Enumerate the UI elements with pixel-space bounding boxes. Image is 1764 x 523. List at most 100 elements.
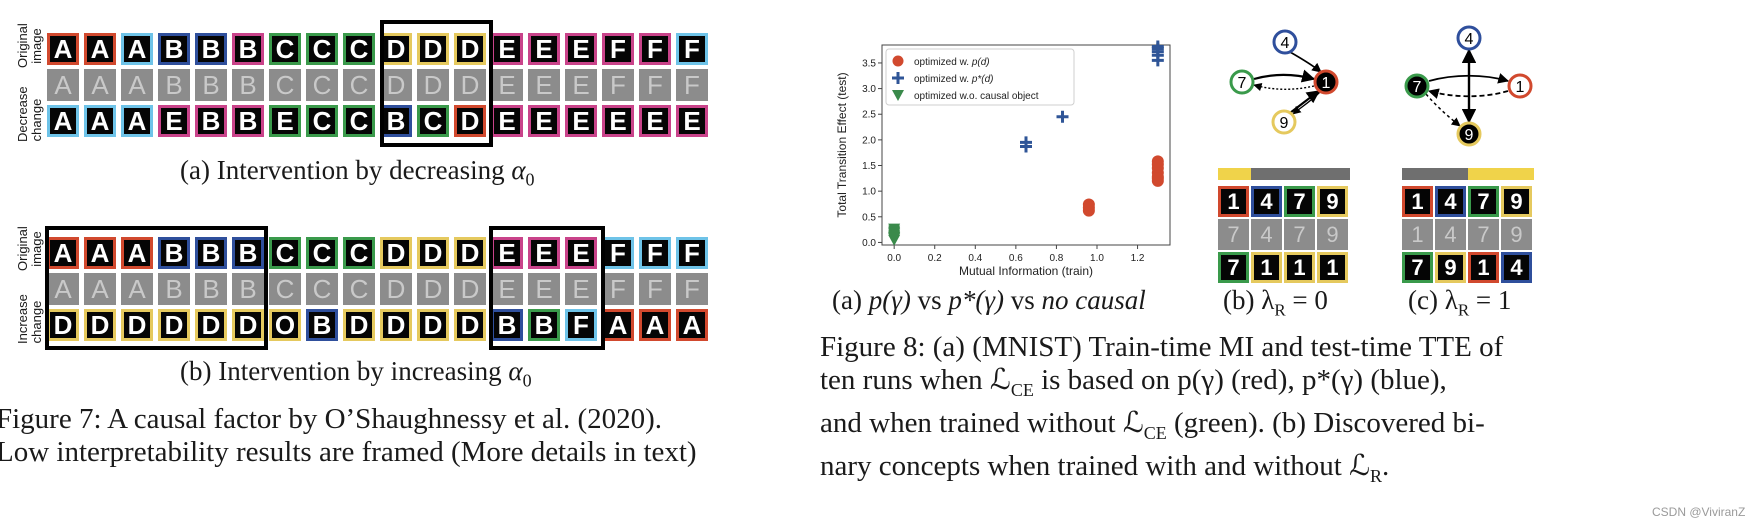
- panel-b-original-tile: D: [380, 237, 412, 269]
- digit-tile: 4: [1251, 219, 1282, 250]
- legend-label: optimized w. p(d): [914, 57, 990, 68]
- panel-a-changed-tile: B: [232, 105, 264, 137]
- panel-a-difference-tile: D: [380, 69, 412, 101]
- panel-b-changed-tile: B: [528, 309, 560, 341]
- panel-a-changed-tile: E: [639, 105, 671, 137]
- row-label-original-a: Original image: [15, 23, 44, 68]
- graph-edge: [1428, 73, 1510, 84]
- row-label-decrease: Decrease change: [15, 86, 44, 142]
- digit-tile: 7: [1284, 186, 1315, 217]
- x-tick-label: 0.8: [1049, 253, 1063, 264]
- data-point-blue: [1056, 110, 1069, 123]
- x-tick-label: 1.2: [1131, 253, 1145, 264]
- sub-a-italic: no causal: [1041, 285, 1146, 315]
- panel-a-changed-tile: E: [602, 105, 634, 137]
- panel-b-difference-tile: C: [343, 273, 375, 305]
- panel-b-difference-tile: C: [269, 273, 301, 305]
- fig7-caption-line2: Low interpretability results are framed …: [0, 436, 697, 468]
- graph-node: [1313, 69, 1339, 95]
- graph-node-label: 9: [1280, 115, 1289, 132]
- legend-label-math: p*(d): [971, 74, 994, 85]
- legend-marker-green: [892, 90, 904, 101]
- panel-a-difference-tile: A: [121, 69, 153, 101]
- panel-a-original-tile: A: [47, 33, 79, 65]
- cap-l3b: CE: [1143, 422, 1167, 443]
- sub-c-prefix: (c) λ: [1408, 285, 1458, 315]
- panel-b-original-tile: E: [565, 237, 597, 269]
- digit-tile: 1: [1317, 252, 1348, 283]
- panel-a-original-tile: D: [454, 33, 486, 65]
- panel-a-original-tile: A: [84, 33, 116, 65]
- y-tick-label: 1.0: [862, 187, 876, 198]
- data-point-red: [1151, 155, 1164, 168]
- caption-a-text: (a) Intervention by decreasing: [180, 155, 512, 185]
- panel-b-changed-tile: B: [306, 309, 338, 341]
- graph-node: [1456, 121, 1482, 147]
- fig8-caption-line4: nary concepts when trained with and with…: [820, 450, 1560, 493]
- caption-a-symbol: α: [511, 155, 526, 185]
- graph-node: [1404, 73, 1430, 99]
- panel-b-difference-tile: F: [602, 273, 634, 305]
- graph-node-label: 9: [1465, 127, 1474, 144]
- sub-a-prefix: (a): [832, 285, 869, 315]
- panel-a-difference-tile: E: [528, 69, 560, 101]
- graph-edge: [1289, 51, 1322, 73]
- panel-a-original-tile: F: [639, 33, 671, 65]
- fig8-caption-line3: and when trained without ℒCE (green). (b…: [820, 407, 1560, 450]
- digit-tile: 1: [1402, 186, 1433, 217]
- digit-tile: 7: [1284, 219, 1315, 250]
- digit-tile: 4: [1435, 186, 1466, 217]
- panel-b-difference-tile: D: [380, 273, 412, 305]
- graph-node: [1456, 25, 1482, 51]
- digit-tile: 7: [1218, 252, 1249, 283]
- panel-a-original-tile: F: [676, 33, 708, 65]
- digit-tile: 7: [1468, 219, 1499, 250]
- panel-b-changed-tile: D: [158, 309, 190, 341]
- data-point-green: [888, 223, 901, 235]
- graph-node-label: 4: [1281, 35, 1290, 52]
- fig8-caption-line1: Figure 8: (a) (MNIST) Train-time MI and …: [820, 331, 1504, 363]
- panel-a-original-tile: D: [380, 33, 412, 65]
- graph-node: [1271, 109, 1297, 135]
- panel-b-changed-tile: D: [454, 309, 486, 341]
- x-tick-label: 0.6: [1009, 253, 1023, 264]
- panel-b-difference-tile: E: [528, 273, 560, 305]
- cap-l3a: and when trained without ℒ: [820, 406, 1144, 439]
- y-tick-label: 3.0: [862, 84, 876, 95]
- y-tick-label: 0.5: [862, 212, 876, 223]
- fig8-scatter-chart: 0.0 0.2 0.4 0.6 0.8 1.0 1.2 0.0 0.5 1.0 1.5 2.0 2.5 3…: [835, 40, 1171, 278]
- legend-marker-red: [892, 55, 904, 67]
- caption-b-symbol: α: [508, 356, 523, 386]
- fig8-subcaption-c: (c) λR = 1: [1408, 285, 1511, 325]
- x-tick-label: 0.4: [968, 253, 982, 264]
- y-axis-label: Total Transition Effect (test): [835, 72, 849, 217]
- panel-a-changed-tile: E: [491, 105, 523, 137]
- digit-tile: 4: [1435, 219, 1466, 250]
- panel-b-original-tile: D: [417, 237, 449, 269]
- panel-a-changed-tile: C: [343, 105, 375, 137]
- panel-a-difference-tile: F: [639, 69, 671, 101]
- x-tick-label: 0.0: [887, 253, 901, 264]
- panel-a-original-tile: C: [343, 33, 375, 65]
- panel-a-changed-tile: C: [306, 105, 338, 137]
- panel-b-difference-tile: B: [158, 273, 190, 305]
- graph-edge: [1289, 90, 1321, 114]
- cap-l4a: nary concepts when trained with and with…: [820, 449, 1370, 482]
- graph-node-label: 1: [1516, 79, 1525, 96]
- panel-b-changed-tile: F: [565, 309, 597, 341]
- data-point-blue: [1020, 136, 1032, 149]
- panel-a-original-tile: B: [195, 33, 227, 65]
- sub-c-sub: R: [1457, 300, 1470, 320]
- panel-a-changed-tile: C: [417, 105, 449, 137]
- data-point-red: [1082, 198, 1095, 211]
- legend-label-math: p(d): [971, 57, 990, 68]
- panel-b-difference-tile: A: [121, 273, 153, 305]
- panel-a-changed-tile: E: [158, 105, 190, 137]
- panel-b-changed-tile: D: [343, 309, 375, 341]
- panel-b-changed-tile: D: [84, 309, 116, 341]
- legend-label-prefix: optimized w.: [914, 74, 972, 85]
- panel-a-difference-tile: C: [269, 69, 301, 101]
- cap-l4b: R: [1370, 465, 1383, 486]
- panel-a-difference-tile: B: [195, 69, 227, 101]
- sub-c-suffix: = 1: [1469, 285, 1512, 315]
